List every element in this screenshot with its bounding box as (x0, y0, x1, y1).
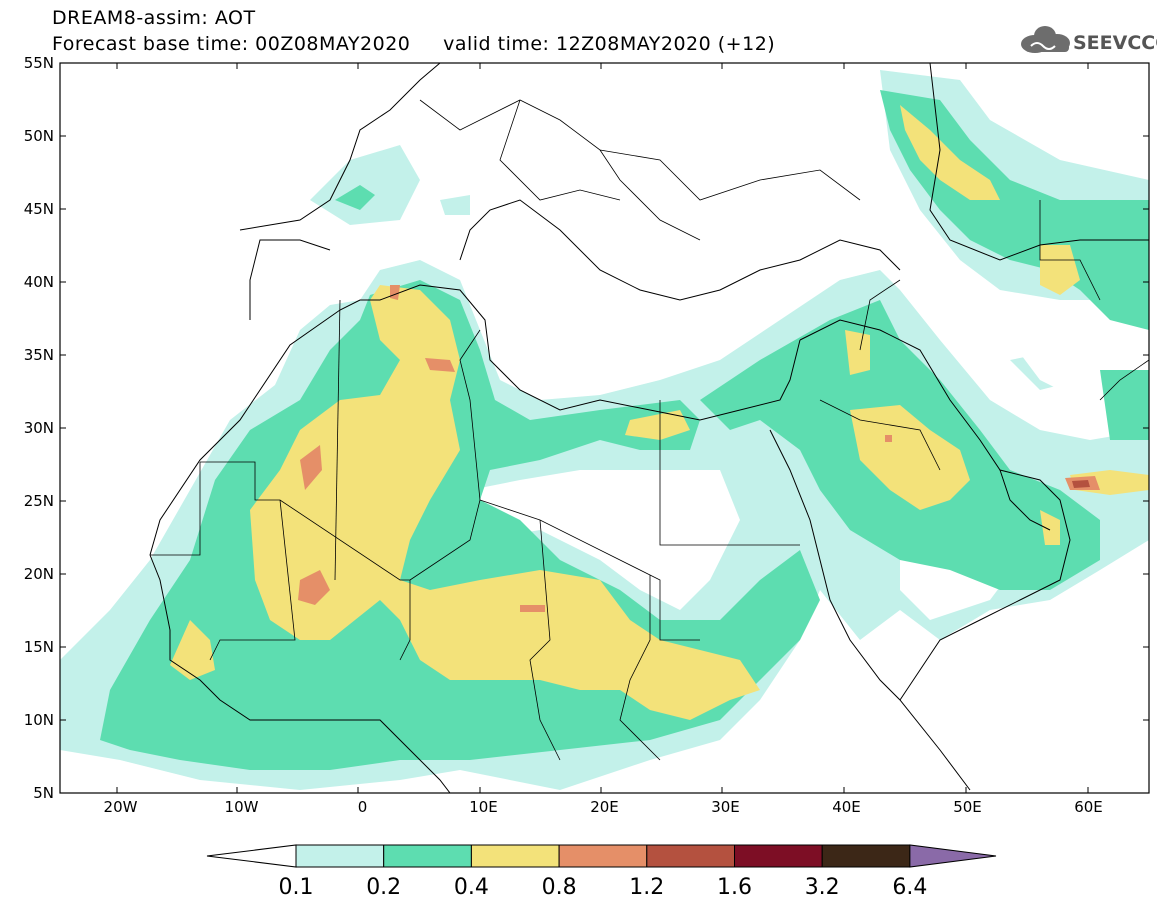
colorbar-label: 3.2 (805, 875, 840, 900)
lat-tick-label: 10N (24, 711, 54, 729)
colorbar-label: 1.2 (629, 875, 664, 900)
map-title: DREAM8-assim: AOT (52, 7, 256, 29)
lat-tick-label: 15N (24, 638, 54, 656)
lon-tick-label: 50E (953, 798, 982, 816)
aot-field-0.4 (170, 105, 1149, 720)
latitude-labels: 55N 50N 45N 40N 35N 30N 25N 20N 15N 10N 5N (24, 54, 54, 802)
lat-tick-label: 50N (24, 127, 54, 145)
lat-tick-label: 40N (24, 273, 54, 291)
graticule-ticks (60, 63, 1149, 793)
aot-field-1.2 (1072, 480, 1090, 488)
lat-tick-label: 35N (24, 346, 54, 364)
lon-tick-label: 30E (711, 798, 740, 816)
seevccc-logo: SEEVCCC (1021, 26, 1157, 54)
coastlines (149, 63, 1149, 793)
colorbar-label: 0.4 (454, 875, 489, 900)
colorbar-segment (383, 844, 472, 868)
longitude-labels: 20W 10W 0 10E 20E 30E 40E 50E 60E (104, 798, 1103, 816)
lon-tick-label: 10E (469, 798, 498, 816)
colorbar-label: 1.6 (717, 875, 752, 900)
colorbar-segment (646, 844, 735, 868)
cloud-icon (1021, 26, 1070, 53)
colorbar-label: 6.4 (892, 875, 927, 900)
lat-tick-label: 45N (24, 200, 54, 218)
colorbar-min-arrow (206, 844, 297, 868)
lat-tick-label: 30N (24, 419, 54, 437)
lat-tick-label: 25N (24, 492, 54, 510)
lat-tick-label: 20N (24, 565, 54, 583)
colorbar-label: 0.1 (279, 875, 314, 900)
colorbar: 0.1 0.2 0.4 0.8 1.2 1.6 3.2 6.4 (206, 844, 997, 900)
lon-tick-label: 60E (1074, 798, 1103, 816)
lon-tick-label: 20W (104, 798, 138, 816)
colorbar-segment (470, 844, 560, 868)
forecast-time-info: Forecast base time: 00Z08MAY2020 valid t… (52, 33, 776, 55)
aot-field-0.8 (298, 285, 1100, 612)
lon-tick-label: 20E (590, 798, 619, 816)
logo-text: SEEVCCC (1073, 32, 1157, 54)
lon-tick-label: 0 (358, 798, 368, 816)
colorbar-segment (558, 844, 648, 868)
lon-tick-label: 40E (832, 798, 861, 816)
colorbar-label: 0.8 (542, 875, 577, 900)
lat-tick-label: 5N (33, 784, 54, 802)
lat-tick-label: 55N (24, 54, 54, 72)
country-borders (150, 99, 1149, 761)
colorbar-label: 0.2 (366, 875, 401, 900)
map-frame (59, 62, 1150, 794)
colorbar-segment (734, 844, 823, 868)
colorbar-segment (295, 844, 385, 868)
lon-tick-label: 10W (225, 798, 259, 816)
colorbar-segment (821, 844, 911, 868)
colorbar-max-arrow (909, 844, 997, 868)
